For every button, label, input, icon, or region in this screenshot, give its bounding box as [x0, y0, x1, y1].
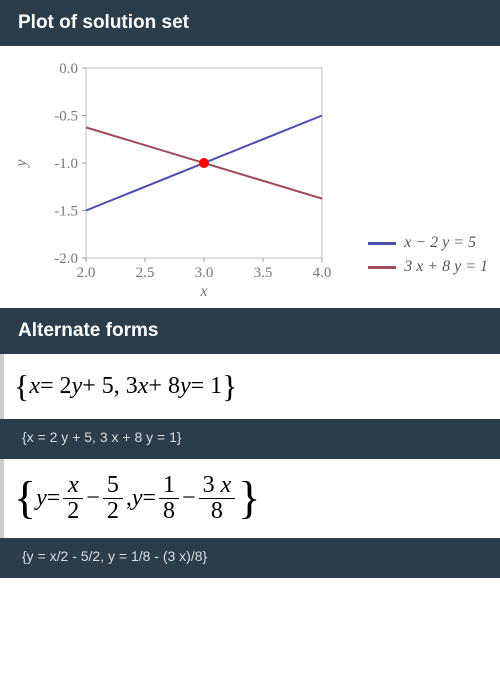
- denominator: 8: [159, 499, 179, 524]
- eq-text: =: [47, 485, 61, 512]
- alt-form-2: { y = x 2 − 5 2 , y = 1 8 − 3 x 8 }: [0, 459, 500, 538]
- legend-swatch-1: [368, 242, 396, 245]
- svg-text:4.0: 4.0: [313, 265, 332, 281]
- svg-text:y: y: [13, 159, 30, 169]
- plot-header: Plot of solution set: [0, 0, 500, 46]
- solution-plot: 0.0 -0.5 -1.0 -1.5 -2.02.0 2.5 3.0 3.5 4.0 x y: [8, 56, 338, 296]
- denominator: 2: [63, 499, 83, 524]
- svg-text:2.0: 2.0: [77, 265, 96, 281]
- numerator: 3 x: [199, 473, 236, 499]
- numerator: x: [63, 473, 83, 499]
- fraction: 3 x 8: [199, 473, 236, 524]
- denominator: 2: [103, 499, 123, 524]
- svg-text:-0.5: -0.5: [54, 109, 78, 125]
- legend-swatch-2: [368, 266, 396, 269]
- alternate-forms-header: Alternate forms: [0, 308, 500, 354]
- legend-item: x − 2 y = 5: [368, 234, 488, 252]
- eq-text: = 2: [40, 373, 72, 400]
- alt-form-1-caption: {x = 2 y + 5, 3 x + 8 y = 1}: [0, 419, 500, 459]
- svg-text:x: x: [199, 283, 207, 296]
- eq-text: x: [138, 373, 149, 400]
- fraction: 5 2: [103, 473, 123, 524]
- eq-text: y: [180, 373, 191, 400]
- eq-text: −: [182, 485, 196, 512]
- svg-text:3.5: 3.5: [254, 265, 273, 281]
- svg-text:-2.0: -2.0: [54, 251, 78, 267]
- svg-text:-1.5: -1.5: [54, 204, 78, 220]
- eq-text: x: [29, 373, 40, 400]
- legend-label-2: 3 x + 8 y = 1: [404, 258, 488, 276]
- eq-text: y: [132, 485, 143, 512]
- denominator: 8: [199, 499, 236, 524]
- numerator: 5: [103, 473, 123, 499]
- alt-form-2-caption: {y = x/2 - 5/2, y = 1/8 - (3 x)/8}: [0, 538, 500, 578]
- eq-text: + 8: [148, 373, 180, 400]
- eq-text: y: [36, 485, 47, 512]
- svg-text:-1.0: -1.0: [54, 156, 78, 172]
- plot-container: 0.0 -0.5 -1.0 -1.5 -2.02.0 2.5 3.0 3.5 4.0 x y x −…: [0, 46, 500, 308]
- legend-label-1: x − 2 y = 5: [404, 234, 476, 252]
- svg-text:3.0: 3.0: [195, 265, 214, 281]
- eq-text: + 5, 3: [82, 373, 138, 400]
- fraction: 1 8: [159, 473, 179, 524]
- plot-legend: x − 2 y = 5 3 x + 8 y = 1: [368, 228, 488, 282]
- eq-text: y: [72, 373, 83, 400]
- legend-item: 3 x + 8 y = 1: [368, 258, 488, 276]
- eq-text: =: [143, 485, 157, 512]
- svg-text:2.5: 2.5: [136, 265, 155, 281]
- eq-text: −: [86, 485, 100, 512]
- eq-text: = 1: [191, 373, 223, 400]
- numerator: 1: [159, 473, 179, 499]
- fraction: x 2: [63, 473, 83, 524]
- svg-text:0.0: 0.0: [59, 61, 78, 77]
- alt-form-1: { x = 2 y + 5, 3 x + 8 y = 1 }: [0, 354, 500, 419]
